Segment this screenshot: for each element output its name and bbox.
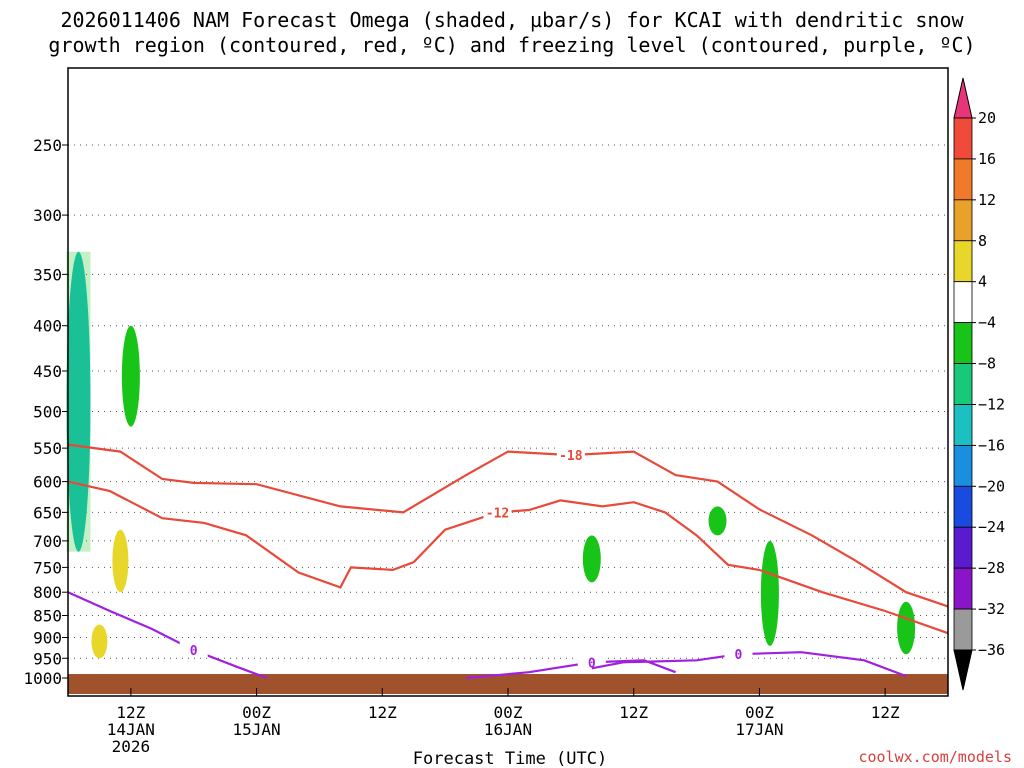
colorbar-label-0: 20 [978,109,996,127]
omega-feature-7 [897,601,916,655]
colorbar-segment-8 [953,404,973,446]
colorbar-label-6: −8 [978,355,996,373]
y-tick-label-450: 450 [33,362,62,381]
omega-feature-6 [760,540,779,646]
x-tick-label-5-2: 17JAN [735,720,783,739]
y-tick-label-300: 300 [33,206,62,225]
colorbar-segment-11 [953,526,973,569]
colorbar-label-7: −12 [978,395,1005,413]
y-tick-label-900: 900 [33,628,62,647]
omega-feature-5 [708,506,727,536]
site-credit: coolwx.com/models [858,748,1012,766]
colorbar-label-1: 16 [978,150,996,168]
plot-frame [67,67,949,697]
x-tick-label-2-1: 12Z [368,703,397,722]
x-tick-label-0-3: 2026 [112,737,151,756]
omega-feature-0 [66,251,91,552]
freezing-contour-label-bg-2 [724,646,753,662]
colorbar-segment-3 [953,199,973,242]
freezing-contour-label-bg-0 [179,642,208,658]
omega-feature-3 [112,529,129,593]
freezing-contour-label-0: 0 [190,644,198,659]
x-tick-label-3-2: 16JAN [484,720,532,739]
plot-area [68,68,948,696]
x-tick-label-3-1: 00Z [494,703,523,722]
chart-title-line2: growth region (contoured, red, ºC) and f… [48,33,975,57]
x-tick-label-4-1: 12Z [619,703,648,722]
temperature-contour-label-bg-0 [556,447,585,463]
x-tick-label-6-1: 12Z [871,703,900,722]
x-tick-label-1-1: 00Z [242,703,271,722]
colorbar-segment-6 [953,322,973,364]
colorbar-label-13: −36 [978,641,1005,659]
y-tick-label-400: 400 [33,317,62,336]
colorbar-label-5: −4 [978,314,996,332]
chart-title-line1: 2026011406 NAM Forecast Omega (shaded, µ… [60,8,964,32]
y-tick-label-1000: 1000 [23,669,62,688]
omega-feature-4 [582,535,601,583]
x-tick-label-1-2: 15JAN [232,720,280,739]
colorbar-segment-13 [953,608,973,651]
temperature-contour-label-bg-1 [483,504,512,520]
colorbar-label-4: 4 [978,273,987,291]
x-tick-label-0-1: 12Z [116,703,145,722]
colorbar-segment-9 [953,444,973,487]
colorbar-segment-7 [953,363,973,405]
colorbar-segment-4 [953,240,973,283]
y-tick-label-850: 850 [33,607,62,626]
freezing-contour-label-1: 0 [588,656,596,671]
colorbar-label-10: −24 [978,518,1005,536]
colorbar-label-12: −32 [978,600,1005,618]
omega-feature-1 [121,325,140,427]
x-tick-label-0-2: 14JAN [107,720,155,739]
y-tick-label-350: 350 [33,265,62,284]
y-tick-label-800: 800 [33,583,62,602]
colorbar-top-triangle [953,77,973,119]
freezing-contour-0 [67,591,268,680]
x-axis-title: Forecast Time (UTC) [413,749,607,768]
temperature-contour-label-1: -12 [486,506,509,521]
y-tick-label-550: 550 [33,439,62,458]
colorbar-segment-10 [953,485,973,528]
y-tick-label-500: 500 [33,403,62,422]
temperature-contour-label-0: -18 [559,449,583,464]
colorbar-label-9: −20 [978,477,1005,495]
freezing-contour-label-bg-1 [577,654,606,670]
omega-feature-2 [91,624,108,659]
freezing-contour-label-2: 0 [735,648,743,663]
y-tick-label-650: 650 [33,503,62,522]
colorbar-label-8: −16 [978,436,1005,454]
colorbar-segment-2 [953,158,973,201]
colorbar-segment-12 [953,567,973,610]
y-tick-label-950: 950 [33,649,62,668]
ground-surface [68,674,948,694]
colorbar-label-2: 12 [978,191,996,209]
y-tick-label-750: 750 [33,558,62,577]
colorbar-label-11: −28 [978,559,1005,577]
temperature-contour-0 [67,443,949,608]
colorbar-label-3: 8 [978,232,987,250]
omega-feature-halo-0 [66,251,91,552]
y-tick-label-700: 700 [33,532,62,551]
colorbar-segment-1 [953,117,973,160]
colorbar-bottom-triangle [953,649,973,691]
y-tick-label-250: 250 [33,136,62,155]
y-tick-label-600: 600 [33,473,62,492]
x-tick-label-5-1: 00Z [745,703,774,722]
colorbar-segment-5 [953,281,973,324]
